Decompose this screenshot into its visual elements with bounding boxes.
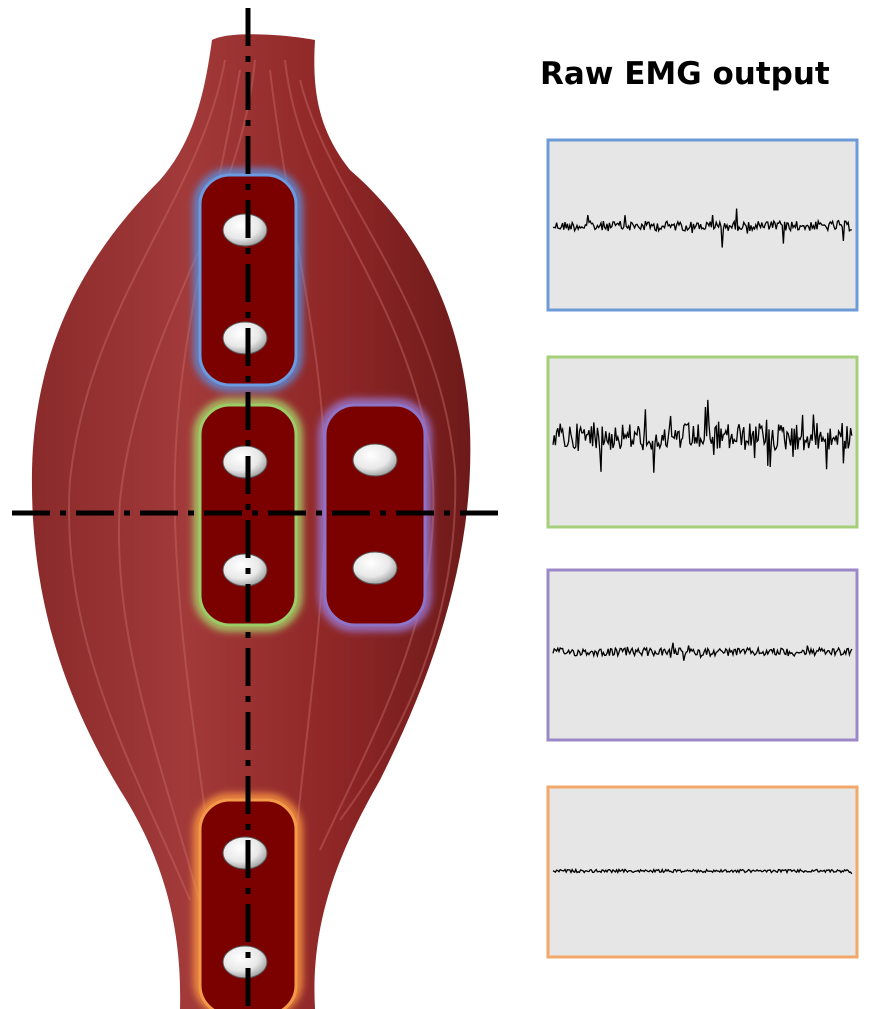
emg-diagram: Raw EMG output	[0, 0, 871, 1009]
emg-boxes	[548, 140, 857, 957]
title: Raw EMG output	[540, 56, 830, 92]
